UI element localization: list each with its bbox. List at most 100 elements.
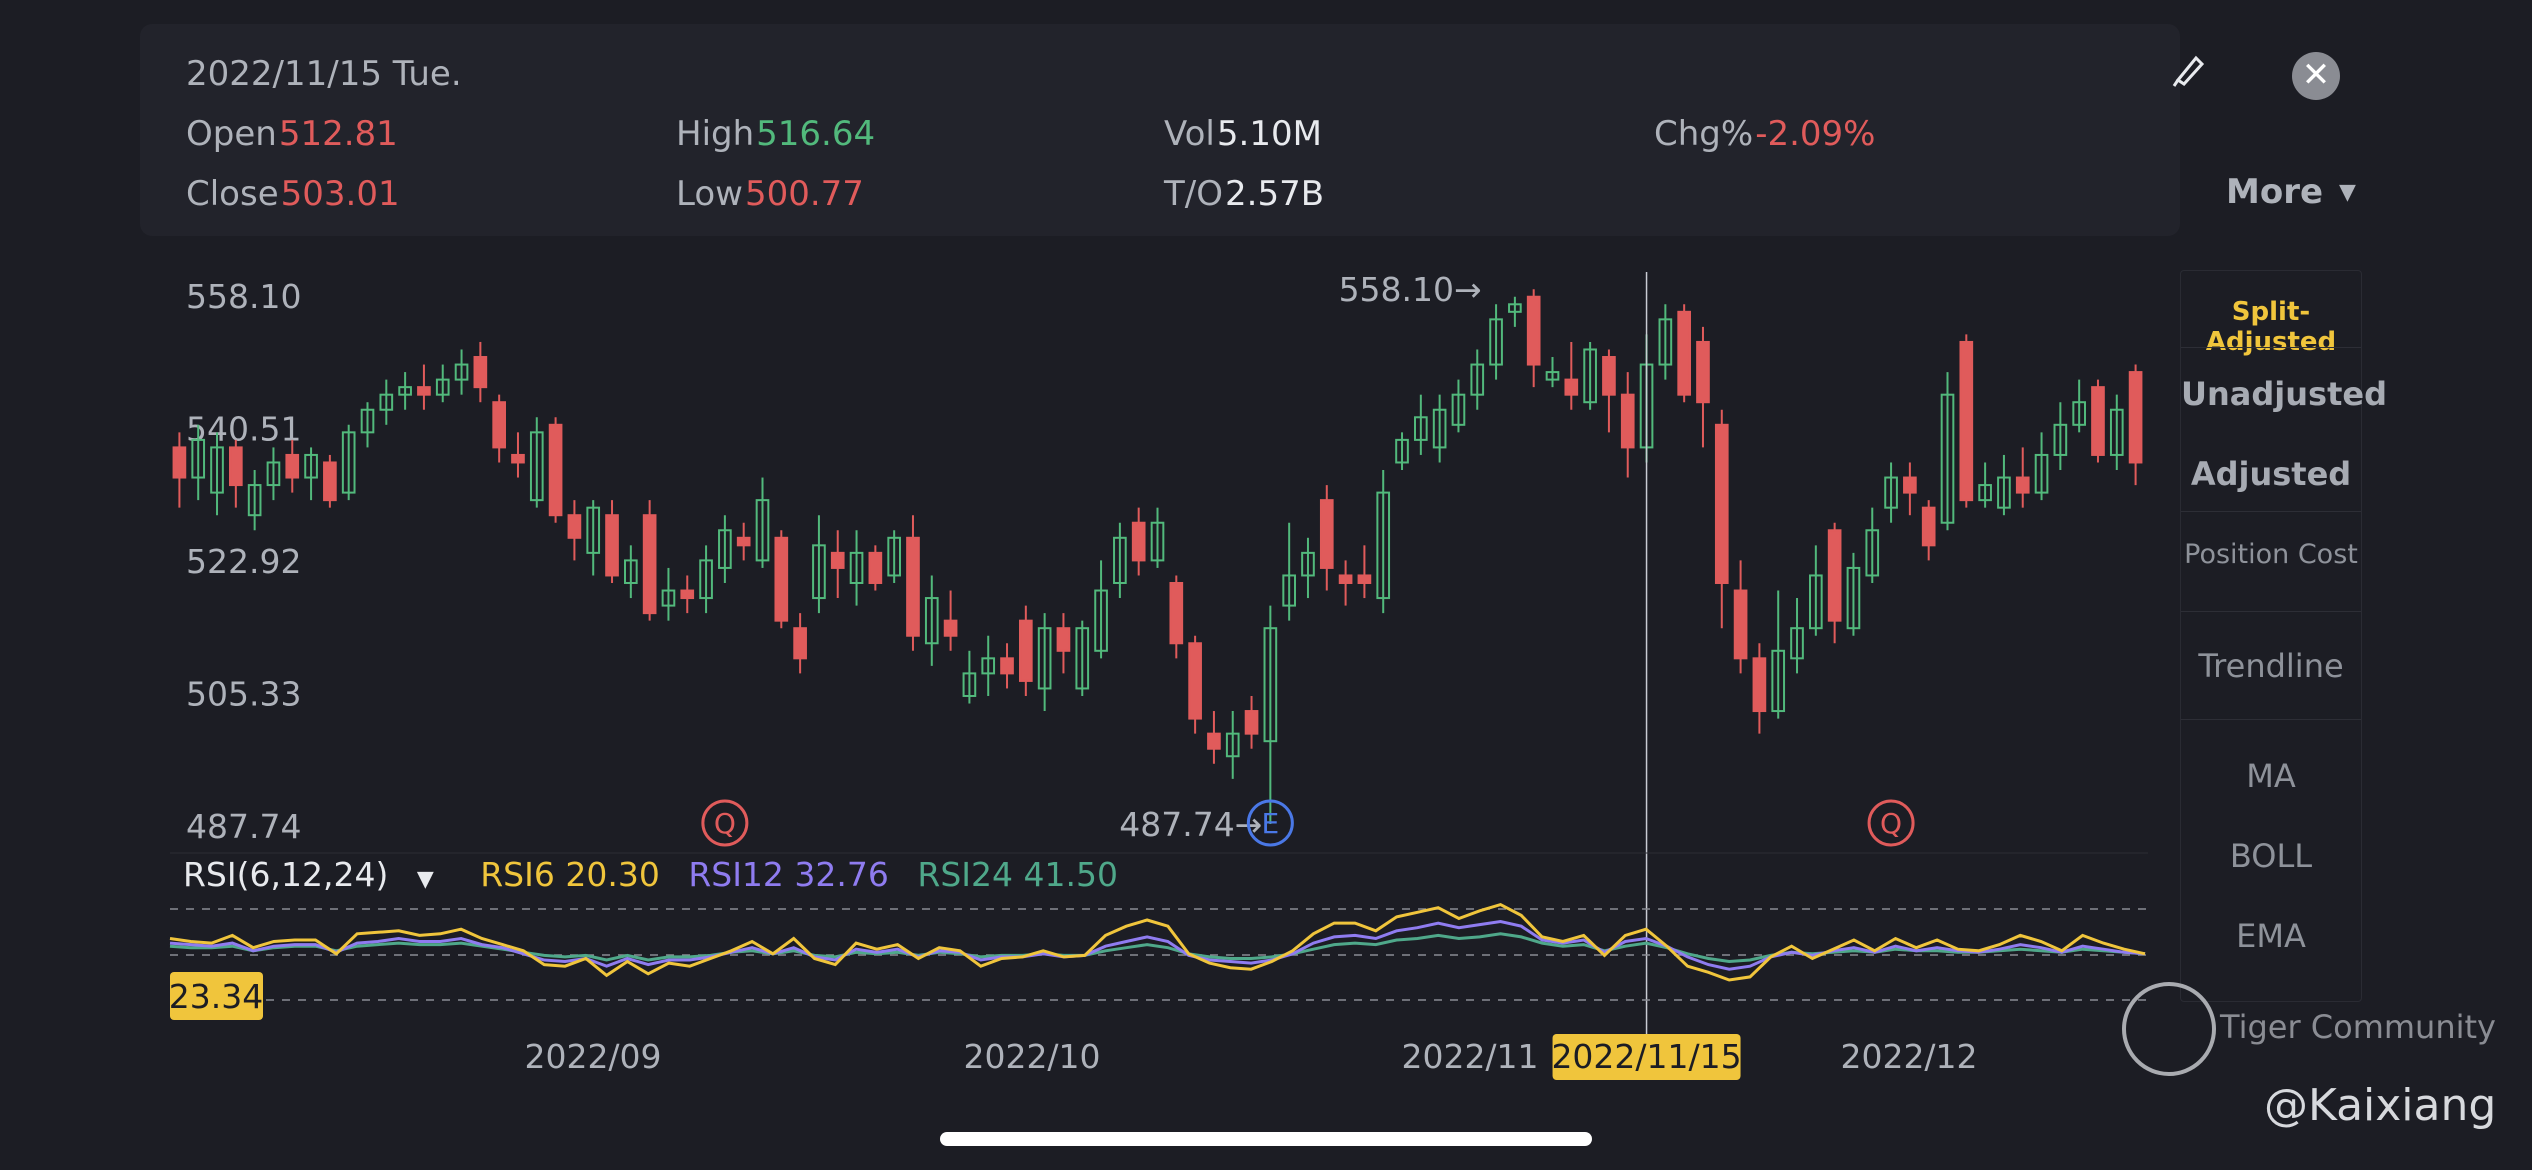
candle-body (605, 514, 619, 577)
candle-body (1921, 506, 1936, 547)
y-axis-tick-label: 522.92 (186, 542, 301, 581)
turnover-field: T/O2.57B (1164, 174, 1324, 214)
candle-body (699, 559, 713, 600)
menu-split-adjusted[interactable]: Split-Adjusted (2205, 297, 2337, 357)
candle-body (1282, 574, 1296, 607)
rsi24-value: RSI24 41.50 (917, 855, 1118, 894)
candle-body (1489, 318, 1503, 366)
candle-body (2034, 453, 2049, 494)
change-label: Chg% (1654, 114, 1754, 154)
candle-body (379, 393, 394, 411)
candle-body (793, 627, 807, 660)
y-axis-tick-label: 487.74 (186, 807, 301, 846)
candle-body (1959, 340, 1974, 502)
candle-body (1150, 521, 1165, 562)
menu-trendline[interactable]: Trendline (2198, 647, 2344, 685)
candle-body (1564, 378, 1579, 396)
candle-body (1470, 363, 1485, 396)
candle-body (511, 453, 525, 464)
candle-body (2072, 401, 2086, 426)
max-price-marker: 558.10→ (1339, 270, 1482, 309)
candle-body (1113, 536, 1127, 584)
candle-body (755, 499, 770, 562)
candle-body (849, 551, 864, 584)
rsi12-line (169, 919, 2146, 971)
candle-body (1131, 521, 1146, 562)
high-value: 516.64 (756, 114, 876, 154)
close-value: 503.01 (280, 174, 400, 214)
x-axis-tick-label: 2022/10 (963, 1037, 1100, 1076)
event-marker-label: E (1262, 807, 1280, 840)
min-price-marker: 487.74→ (1119, 805, 1262, 844)
high-label: High (676, 114, 755, 154)
draw-tool-icon[interactable] (2170, 50, 2210, 90)
candle-body (1583, 348, 1597, 404)
open-field: Open512.81 (186, 114, 398, 154)
candle-body (1019, 619, 1033, 682)
candle-body (661, 589, 676, 607)
menu-boll[interactable]: BOLL (2229, 837, 2313, 875)
volume-value: 5.10M (1216, 114, 1322, 154)
close-button[interactable]: ✕ (2292, 52, 2340, 100)
candle-body (1188, 642, 1202, 720)
turnover-value: 2.57B (1225, 174, 1325, 214)
menu-position-cost[interactable]: Position Cost (2184, 539, 2358, 570)
candle-body (1827, 529, 1842, 622)
turnover-label: T/O (1164, 174, 1223, 214)
menu-unadjusted[interactable]: Unadjusted (2181, 375, 2387, 413)
open-value: 512.81 (278, 114, 398, 154)
candle-body (1846, 566, 1861, 630)
candle-body (1338, 574, 1353, 584)
candle-body (417, 386, 431, 396)
candle-body (1940, 393, 1955, 524)
candle-body (1094, 589, 1108, 652)
home-indicator (940, 1132, 1592, 1146)
open-label: Open (186, 114, 277, 154)
candle-body (548, 423, 563, 517)
close-icon: ✕ (2301, 55, 2331, 95)
menu-adjusted[interactable]: Adjusted (2190, 455, 2352, 493)
candle-body (266, 461, 281, 487)
change-field: Chg%-2.09% (1654, 114, 1875, 154)
candle-body (1169, 581, 1184, 645)
candle-body (1884, 476, 1898, 509)
candle-body (586, 506, 601, 554)
candle-body (1319, 499, 1334, 569)
candle-body (1056, 627, 1071, 652)
candle-body (1978, 484, 1992, 502)
candle-body (2091, 386, 2105, 456)
menu-divider (2181, 511, 2361, 512)
y-axis-tick-label: 558.10 (186, 277, 301, 316)
x-axis-tick-label: 2022/11 (1401, 1037, 1538, 1076)
candle-body (1376, 491, 1391, 600)
candle-body (473, 356, 488, 389)
rsi6-line (169, 902, 2146, 982)
low-label: Low (676, 174, 743, 214)
candle-body (906, 536, 920, 637)
menu-ma[interactable]: MA (2246, 757, 2296, 795)
candle-body (247, 484, 262, 517)
candle-body (718, 529, 732, 569)
candle-body (360, 408, 375, 434)
watermark-brand: Tiger Community (2220, 1008, 2496, 1046)
candle-body (1602, 356, 1616, 396)
rsi-selector[interactable]: RSI(6,12,24) ▼ (183, 855, 452, 894)
candle-body (962, 672, 977, 697)
candle-body (1545, 371, 1560, 381)
candle-body (1714, 423, 1729, 584)
candle-body (1000, 657, 1014, 675)
candle-body (812, 544, 826, 600)
watermark-handle: @Kaixiang (2264, 1080, 2497, 1131)
rsi6-value: RSI6 20.30 (480, 855, 660, 894)
menu-ema[interactable]: EMA (2236, 917, 2306, 955)
candle-body (172, 446, 187, 479)
candle-body (1037, 627, 1052, 690)
high-field: High516.64 (676, 114, 875, 154)
candle-body (1696, 340, 1710, 404)
more-button[interactable]: More ▼ (2226, 172, 2356, 212)
candle-body (323, 461, 337, 502)
candle-body (1997, 476, 2011, 509)
rsi12-value: RSI12 32.76 (688, 855, 889, 894)
candle-body (1809, 574, 1823, 630)
